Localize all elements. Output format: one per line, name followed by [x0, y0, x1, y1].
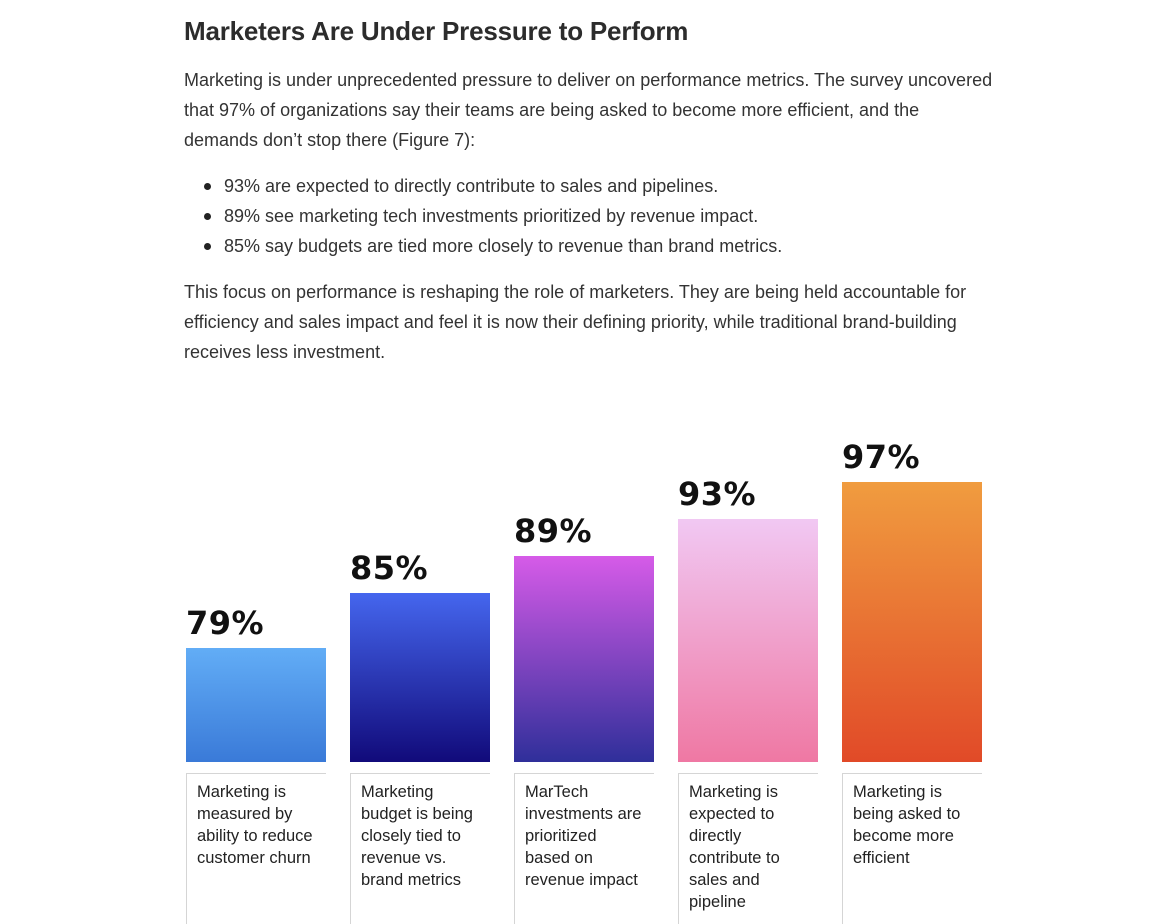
bar-value-label: 89%	[514, 511, 593, 550]
category-label: MarTech investments are prioritized base…	[514, 773, 654, 924]
intro-paragraph: Marketing is under unprecedented pressur…	[184, 70, 993, 150]
bullet-item: 89% see marketing tech investments prior…	[184, 201, 974, 231]
category-label: Marketing is expected to directly contri…	[678, 773, 818, 924]
bullet-item: 93% are expected to directly contribute …	[184, 171, 974, 201]
section-title: Marketers Are Under Pressure to Perform	[184, 16, 689, 46]
bullet-item: 85% say budgets are tied more closely to…	[184, 231, 974, 261]
bar	[350, 592, 490, 762]
category-label: Marketing is measured by ability to redu…	[186, 773, 326, 924]
bar-value-label: 79%	[186, 604, 265, 642]
outro-paragraph: This focus on performance is reshaping t…	[184, 282, 967, 362]
bullet-list: 93% are expected to directly contribute …	[184, 171, 974, 261]
bar-value-label: 93%	[678, 474, 757, 513]
bar	[678, 518, 818, 762]
bar	[186, 648, 326, 762]
category-label: Marketing is being asked to become more …	[842, 773, 982, 924]
bar-value-label: 85%	[350, 548, 429, 587]
bar-value-label: 97%	[842, 438, 921, 476]
bar	[514, 555, 654, 762]
category-label: Marketing budget is being closely tied t…	[350, 773, 490, 924]
bar	[842, 482, 982, 762]
